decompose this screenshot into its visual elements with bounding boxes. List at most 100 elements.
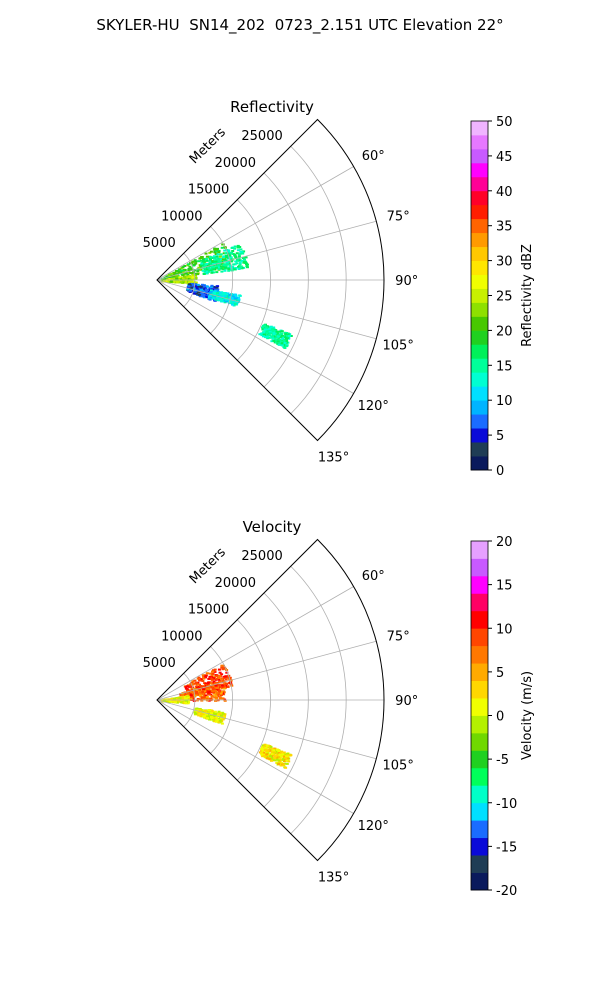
echo-cell xyxy=(201,263,205,266)
echo-cell xyxy=(214,682,218,685)
echo-cell xyxy=(202,698,206,701)
colorbar-tick-label: 30 xyxy=(496,255,513,270)
echo-cell xyxy=(228,265,232,268)
echo-cell xyxy=(272,333,276,336)
echo-cell xyxy=(223,699,227,702)
echo-cell xyxy=(215,286,219,289)
echo-cell xyxy=(271,337,275,340)
colorbar-segment xyxy=(471,288,488,303)
echo-cell xyxy=(269,325,273,328)
colorbar-segment xyxy=(471,837,488,856)
echo-cell xyxy=(210,709,214,712)
echo-cell xyxy=(192,699,196,702)
echo-cell xyxy=(225,256,229,259)
echo-cell xyxy=(163,277,167,280)
echo-cell xyxy=(222,684,226,687)
echo-cell xyxy=(216,684,220,687)
echo-cell xyxy=(233,302,237,305)
echo-cell xyxy=(207,715,211,718)
echo-cell xyxy=(174,701,177,704)
echo-cell xyxy=(275,758,279,761)
echo-cell xyxy=(207,268,211,271)
echo-cell xyxy=(189,272,193,274)
echo-cell xyxy=(204,252,208,255)
echo-cell xyxy=(240,266,244,269)
echo-cell xyxy=(189,267,193,270)
echo-cell xyxy=(205,259,209,262)
echo-cell xyxy=(220,666,224,669)
colorbar-tick-label: 0 xyxy=(496,710,504,725)
echo-cell xyxy=(264,326,268,329)
echo-cell xyxy=(196,270,200,273)
echo-cell xyxy=(270,759,273,762)
echo-cell xyxy=(182,695,186,698)
echo-cell xyxy=(181,696,184,699)
echo-cell xyxy=(213,720,217,723)
echo-cell xyxy=(203,716,207,719)
echo-cell xyxy=(261,328,265,331)
azimuth-tick-label: 60° xyxy=(362,149,385,164)
echo-cell xyxy=(239,266,243,269)
echo-cell xyxy=(277,751,281,754)
colorbar-segment xyxy=(471,162,488,178)
echo-cell xyxy=(207,266,210,269)
echo-cell xyxy=(208,298,212,301)
echo-cell xyxy=(209,258,212,261)
echo-cell xyxy=(210,284,214,287)
echo-cell xyxy=(265,753,269,756)
colorbar-segment xyxy=(471,855,488,873)
echo-cell xyxy=(289,754,293,757)
echo-cell xyxy=(179,693,183,696)
azimuth-tick-label: 90° xyxy=(395,274,418,289)
echo-cell xyxy=(197,291,200,294)
echo-cell xyxy=(217,717,221,720)
colorbar-segment xyxy=(471,274,488,289)
echo-cell xyxy=(176,280,180,283)
echo-cell xyxy=(191,680,195,683)
range-tick-label: 5000 xyxy=(143,236,176,251)
echo-cell xyxy=(210,266,214,269)
echo-cell xyxy=(202,260,206,263)
echo-cell xyxy=(217,677,221,679)
echo-cell xyxy=(178,268,182,271)
echo-cell xyxy=(220,246,224,249)
echo-cell xyxy=(218,255,222,258)
echo-cell xyxy=(230,247,234,249)
echo-cell xyxy=(279,342,283,345)
echo-cell xyxy=(207,681,211,684)
echo-cell xyxy=(225,296,229,299)
echo-cell xyxy=(224,252,228,255)
echo-cell xyxy=(168,700,172,702)
echo-cell xyxy=(213,299,217,302)
echo-cell xyxy=(210,717,214,720)
echo-cell xyxy=(282,755,285,758)
echo-cell xyxy=(207,690,211,693)
echo-cell xyxy=(213,259,217,262)
colorbar-tick-label: 0 xyxy=(496,464,504,479)
echo-cell xyxy=(215,720,218,723)
echo-cell xyxy=(188,291,192,293)
echo-cell xyxy=(268,327,272,330)
echo-cell xyxy=(212,291,216,294)
echo-cell xyxy=(273,747,277,750)
echo-cell xyxy=(223,263,227,266)
echo-cell xyxy=(191,698,195,701)
echo-cell xyxy=(208,261,212,264)
echo-cell xyxy=(286,754,290,757)
echo-cell xyxy=(215,691,219,694)
echo-cell xyxy=(233,247,237,250)
echo-cell xyxy=(198,683,201,686)
echo-cell xyxy=(202,259,205,262)
echo-cell xyxy=(194,681,198,684)
colorbar-segment xyxy=(471,386,488,401)
echo-cell xyxy=(215,716,219,719)
echo-cell xyxy=(232,301,236,304)
echo-cell xyxy=(200,283,204,286)
echo-cell xyxy=(244,261,248,264)
echo-cell xyxy=(276,748,280,751)
echo-cell xyxy=(221,295,225,298)
azimuth-tick-label: 120° xyxy=(358,399,389,414)
colorbar-segment xyxy=(471,372,488,387)
echo-cell xyxy=(268,336,272,339)
echo-cell xyxy=(206,285,209,288)
